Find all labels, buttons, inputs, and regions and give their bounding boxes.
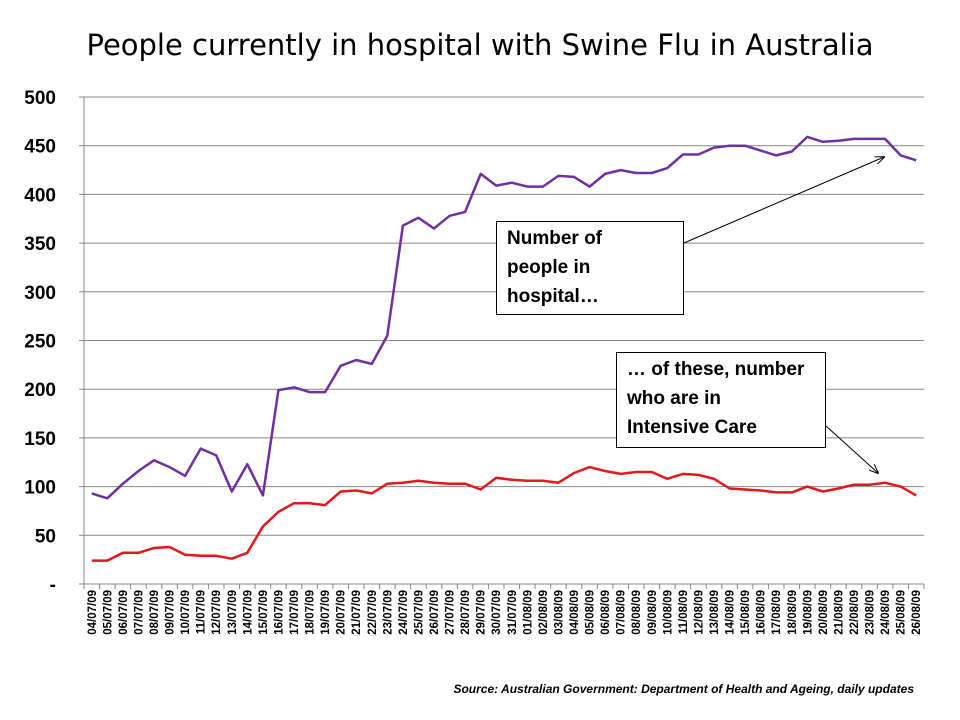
x-tick-label: 24/07/09 <box>398 590 410 635</box>
y-tick-label: 300 <box>24 283 56 304</box>
x-tick-label: 21/07/09 <box>351 590 363 635</box>
x-tick-label: 10/08/09 <box>662 590 674 635</box>
hospital-arrow <box>683 157 884 244</box>
y-tick-label: 250 <box>24 332 56 353</box>
x-tick-label: 07/08/09 <box>616 590 628 635</box>
x-tick-label: 27/07/09 <box>445 590 457 635</box>
x-tick-label: 09/07/09 <box>165 590 177 635</box>
series-lines <box>91 135 917 562</box>
x-tick-label: 16/07/09 <box>273 590 285 635</box>
x-tick-label: 20/07/09 <box>336 590 348 635</box>
chart-title: People currently in hospital with Swine … <box>86 28 874 62</box>
x-tick-label: 03/08/09 <box>553 590 565 635</box>
x-tick-label: 28/07/09 <box>460 590 472 635</box>
icu-annotation-line: Intensive Care <box>627 417 757 438</box>
x-tick-label: 08/07/09 <box>149 590 161 635</box>
hospital-annotation-line: hospital… <box>507 286 599 307</box>
icu-annotation-line: … of these, number <box>627 359 805 380</box>
y-tick-label: 450 <box>24 137 56 158</box>
axes <box>79 96 925 589</box>
y-tick-label: 100 <box>24 478 56 499</box>
x-tick-label: 04/08/09 <box>569 590 581 635</box>
x-tick-label: 05/08/09 <box>585 590 597 635</box>
x-tick-label: 01/08/09 <box>522 590 534 635</box>
x-tick-labels: 04/07/09 05/07/09 06/07/09 07/07/09 08/07/09… <box>87 590 923 635</box>
x-tick-label: 11/08/09 <box>678 590 690 634</box>
x-tick-label: 15/08/09 <box>740 590 752 635</box>
x-tick-label: 30/07/09 <box>491 590 503 635</box>
y-tick-label: - <box>50 575 56 596</box>
y-tick-label: 50 <box>35 526 56 547</box>
y-tick-label: 500 <box>24 88 56 109</box>
x-tick-label: 22/08/09 <box>849 590 861 635</box>
x-tick-label: 04/07/09 <box>87 590 99 635</box>
x-tick-label: 17/07/09 <box>289 590 301 635</box>
x-tick-label: 14/07/09 <box>242 590 254 635</box>
x-tick-label: 12/07/09 <box>211 590 223 635</box>
x-tick-label: 18/08/09 <box>787 590 799 635</box>
x-tick-label: 23/08/09 <box>865 590 877 635</box>
x-tick-label: 13/07/09 <box>227 590 239 635</box>
x-tick-label: 10/07/09 <box>180 590 192 635</box>
x-tick-label: 12/08/09 <box>693 590 705 635</box>
hospital-annotation-box: Number of people in hospital… <box>496 221 684 315</box>
x-tick-label: 09/08/09 <box>647 590 659 635</box>
x-tick-label: 31/07/09 <box>507 590 519 635</box>
x-tick-label: 18/07/09 <box>305 590 317 635</box>
x-tick-label: 06/08/09 <box>600 590 612 635</box>
source-note: Source: Australian Government: Departmen… <box>453 682 914 696</box>
x-tick-label: 05/07/09 <box>102 590 114 635</box>
x-tick-label: 21/08/09 <box>833 590 845 635</box>
y-tick-label: 400 <box>24 185 56 206</box>
x-tick-label: 29/07/09 <box>476 590 488 635</box>
annotation-arrows <box>683 157 884 473</box>
x-tick-label: 26/07/09 <box>429 590 441 635</box>
x-tick-label: 08/08/09 <box>631 590 643 635</box>
icu-annotation-box: … of these, number who are in Intensive … <box>616 352 826 448</box>
x-tick-label: 25/07/09 <box>413 590 425 635</box>
x-tick-label: 24/08/09 <box>880 590 892 635</box>
hospital-annotation-line: Number of <box>507 228 602 249</box>
y-tick-label: 150 <box>24 429 56 450</box>
x-tick-label: 14/08/09 <box>725 590 737 635</box>
icu-annotation-line: who are in <box>627 388 721 409</box>
icu-arrow <box>825 425 878 473</box>
y-tick-label: 350 <box>24 234 56 255</box>
x-tick-label: 15/07/09 <box>258 590 270 635</box>
x-tick-label: 25/08/09 <box>896 590 908 635</box>
y-tick-labels: - 50 100 150 200 250 300 350 400 450 500 <box>24 88 56 596</box>
x-tick-label: 11/07/09 <box>196 590 208 634</box>
series-line-hospital <box>91 135 917 500</box>
x-tick-label: 13/08/09 <box>709 590 721 635</box>
x-tick-label: 02/08/09 <box>538 590 550 635</box>
x-tick-label: 06/07/09 <box>118 590 130 635</box>
x-tick-label: 19/08/09 <box>802 590 814 635</box>
series-line-intensive-care <box>91 465 917 562</box>
hospital-annotation-line: people in <box>507 257 591 278</box>
x-tick-label: 17/08/09 <box>771 590 783 635</box>
x-tick-label: 22/07/09 <box>367 590 379 635</box>
gridlines <box>84 96 924 536</box>
x-tick-label: 16/08/09 <box>756 590 768 635</box>
x-tick-label: 19/07/09 <box>320 590 332 635</box>
x-tick-label: 26/08/09 <box>911 590 923 635</box>
x-tick-label: 20/08/09 <box>818 590 830 635</box>
x-tick-label: 23/07/09 <box>382 590 394 635</box>
x-tick-label: 07/07/09 <box>133 590 145 635</box>
y-tick-label: 200 <box>24 380 56 401</box>
